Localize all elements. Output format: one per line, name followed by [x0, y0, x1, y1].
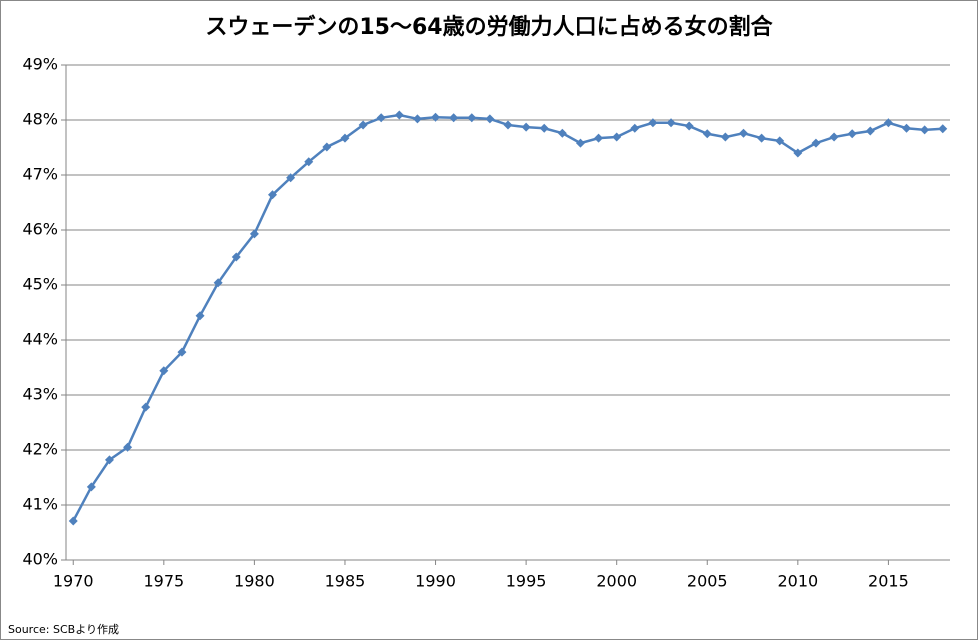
data-point	[467, 113, 477, 123]
x-tick-label: 1975	[143, 572, 184, 591]
data-point	[829, 132, 839, 142]
data-point	[177, 347, 187, 357]
data-point	[811, 138, 821, 148]
data-point	[340, 133, 350, 143]
data-point	[412, 114, 422, 124]
data-point	[485, 114, 495, 124]
data-point	[847, 129, 857, 139]
data-point	[141, 402, 151, 412]
data-point	[159, 366, 169, 376]
x-tick-label: 1980	[234, 572, 275, 591]
data-point	[793, 148, 803, 158]
data-point	[394, 110, 404, 120]
data-point	[268, 190, 278, 200]
data-point	[304, 157, 314, 167]
y-tick-label: 41%	[22, 495, 58, 514]
data-point	[123, 442, 133, 452]
data-point	[358, 120, 368, 130]
data-point	[938, 124, 948, 134]
x-tick-label: 1990	[415, 572, 456, 591]
data-point	[666, 118, 676, 128]
data-point	[648, 118, 658, 128]
data-point	[86, 482, 96, 492]
y-tick-label: 42%	[22, 440, 58, 459]
y-tick-label: 43%	[22, 385, 58, 404]
y-tick-label: 45%	[22, 275, 58, 294]
x-tick-label: 2015	[868, 572, 909, 591]
data-point	[249, 229, 259, 239]
data-point	[449, 113, 459, 123]
data-point	[738, 128, 748, 138]
x-tick-label: 1995	[506, 572, 547, 591]
x-tick-label: 1970	[53, 572, 94, 591]
data-point	[684, 121, 694, 131]
data-point	[521, 122, 531, 132]
data-point	[195, 311, 205, 321]
data-point	[68, 516, 78, 526]
x-tick-label: 2000	[596, 572, 637, 591]
chart-title: スウェーデンの15～64歳の労働力人口に占める女の割合	[205, 14, 773, 40]
x-tick-label: 2010	[777, 572, 818, 591]
data-point	[539, 123, 549, 133]
x-tick-label: 2005	[687, 572, 728, 591]
data-point	[557, 128, 567, 138]
data-point	[286, 173, 296, 183]
y-tick-label: 44%	[22, 330, 58, 349]
source-note: Source: SCBより作成	[8, 623, 119, 636]
data-point	[720, 132, 730, 142]
y-tick-label: 48%	[22, 110, 58, 129]
data-point	[865, 126, 875, 136]
data-point	[503, 120, 513, 130]
data-point	[920, 125, 930, 135]
data-point	[322, 142, 332, 152]
data-point	[594, 133, 604, 143]
data-point	[213, 278, 223, 288]
data-point	[902, 123, 912, 133]
x-tick-label: 1985	[325, 572, 366, 591]
data-point	[630, 123, 640, 133]
data-point	[431, 112, 441, 122]
y-tick-label: 47%	[22, 165, 58, 184]
data-point	[775, 136, 785, 146]
data-point	[883, 118, 893, 128]
data-point	[376, 113, 386, 123]
data-point	[231, 252, 241, 262]
data-point	[702, 129, 712, 139]
y-tick-label: 46%	[22, 220, 58, 239]
data-point	[757, 133, 767, 143]
data-point	[612, 132, 622, 142]
data-point	[104, 455, 114, 465]
y-tick-label: 49%	[22, 55, 58, 74]
data-point	[575, 138, 585, 148]
y-tick-label: 40%	[22, 550, 58, 569]
